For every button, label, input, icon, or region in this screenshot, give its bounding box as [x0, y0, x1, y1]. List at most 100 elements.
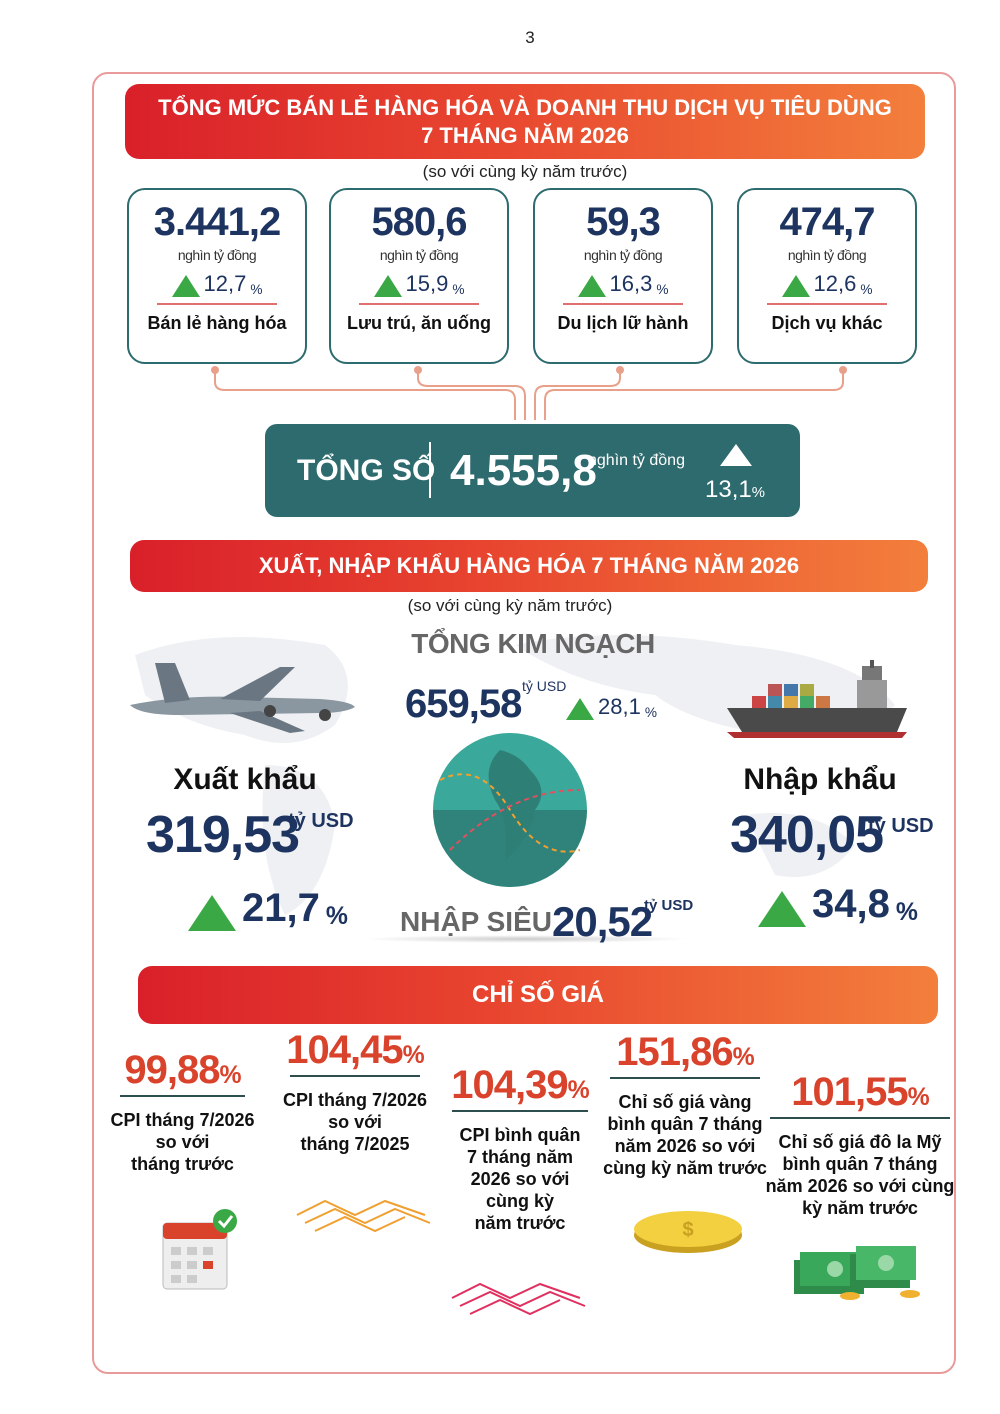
percent: % — [567, 1077, 590, 1104]
label-line: kỳ năm trước — [802, 1198, 918, 1218]
total-change: 13,1% — [705, 476, 765, 504]
label-line: CPI tháng 7/2026 — [110, 1110, 255, 1130]
divider — [290, 1075, 420, 1077]
percent: % — [751, 485, 765, 501]
shadow — [360, 935, 690, 943]
percent: % — [402, 1042, 425, 1069]
export-unit: tỷ USD — [288, 810, 354, 832]
card-change: 15,9% — [331, 271, 507, 297]
up-arrow — [188, 895, 236, 931]
card-unit: nghìn tỷ đồng — [379, 247, 459, 263]
card-label: Lưu trú, ăn uống — [346, 313, 491, 333]
label-line: bình quân 7 tháng — [607, 1114, 763, 1134]
coin-icon: $ — [634, 1211, 742, 1253]
change-value: 21,7 — [242, 886, 320, 930]
up-arrow — [758, 891, 806, 927]
percent: % — [907, 1084, 930, 1111]
price-label: CPI tháng 7/2026 so với tháng 7/2025 — [265, 1089, 445, 1155]
label-line: 2026 so với — [470, 1169, 570, 1189]
import-label: Nhập khẩu — [743, 763, 897, 796]
prices-title: CHỈ SỐ GIÁ — [471, 981, 604, 1008]
card-unit: nghìn tỷ đồng — [177, 247, 257, 263]
percent: % — [895, 899, 918, 926]
price-item: 101,55% Chỉ số giá đô la Mỹ bình quân 7 th… — [745, 1070, 975, 1219]
label-line: bình quân 7 tháng — [782, 1154, 938, 1174]
retail-banner: TỔNG MỨC BÁN LẺ HÀNG HÓA VÀ DOANH THU DỊ… — [125, 84, 925, 159]
retail-title: 7 THÁNG NĂM 2026 — [421, 122, 629, 148]
trade-banner: XUẤT, NHẬP KHẨU HÀNG HÓA 7 THÁNG NĂM 202… — [130, 540, 928, 592]
label-line: tháng 7/2025 — [300, 1134, 410, 1154]
price-value: 104,45% — [265, 1028, 445, 1073]
label-line: Chỉ số giá đô la Mỹ — [778, 1132, 942, 1152]
change-value: 12,7 — [203, 271, 247, 296]
trade-total-label: TỔNG KIM NGẠCH — [411, 628, 655, 659]
card-label: Dịch vụ khác — [771, 313, 883, 333]
calendar-icon — [162, 1209, 237, 1290]
percent: % — [656, 282, 669, 297]
price-label: CPI bình quân 7 tháng năm 2026 so với cùng … — [427, 1124, 613, 1234]
price-item: 151,86% Chỉ số giá vàng bình quân 7 tháng n… — [585, 1030, 785, 1179]
percent: % — [732, 1044, 755, 1071]
price-value: 151,86% — [585, 1030, 785, 1075]
total-unit: nghìn tỷ đồng — [588, 452, 685, 469]
label-line: năm 2026 so với cùng — [765, 1176, 955, 1196]
divider — [359, 303, 479, 305]
label-line: tháng trước — [131, 1154, 234, 1174]
card-value: 59,3 — [586, 200, 661, 244]
percent: % — [452, 282, 465, 297]
change-value: 34,8 — [812, 882, 890, 926]
percent: % — [644, 705, 657, 720]
trade-total-change: 28,1% — [566, 694, 657, 720]
label-line: năm trước — [474, 1213, 566, 1233]
trade-total-unit: tỷ USD — [522, 678, 567, 694]
import-value: 340,05 — [730, 806, 884, 864]
up-arrow — [720, 444, 752, 466]
divider — [452, 1110, 588, 1112]
price-value: 104,39% — [427, 1063, 613, 1108]
price-item: 104,45% CPI tháng 7/2026 so với tháng 7/202… — [265, 1028, 445, 1155]
import-unit: tỷ USD — [868, 815, 934, 837]
divider — [120, 1095, 245, 1097]
card-unit: nghìn tỷ đồng — [583, 247, 663, 263]
card-value: 3.441,2 — [153, 200, 281, 244]
pattern-icon — [451, 1282, 586, 1316]
value: 104,39 — [451, 1063, 568, 1107]
total-value: 4.555,8 — [450, 446, 597, 495]
price-label: CPI tháng 7/2026 so với tháng trước — [95, 1109, 270, 1175]
price-item: 99,88% CPI tháng 7/2026 so với tháng trước — [95, 1048, 270, 1175]
plane — [130, 663, 355, 733]
retail-title: TỔNG MỨC BÁN LẺ HÀNG HÓA VÀ DOANH THU DỊ… — [158, 94, 892, 120]
label-line: so với — [328, 1112, 382, 1132]
value: 151,86 — [616, 1030, 733, 1074]
change-value: 13,1 — [705, 476, 752, 503]
label-line: so với — [155, 1132, 210, 1152]
retail-card: 474,7 nghìn tỷ đồng 12,6% Dịch vụ khác — [737, 188, 917, 364]
total-box: TỔNG SỐ 4.555,8 nghìn tỷ đồng 13,1% — [265, 424, 800, 517]
price-label: Chỉ số giá vàng bình quân 7 tháng năm 2026… — [585, 1091, 785, 1179]
pattern-icon — [296, 1199, 431, 1233]
value: 104,45 — [286, 1028, 403, 1072]
up-arrow — [566, 698, 594, 720]
surplus-value: 20,52 — [552, 898, 653, 945]
import-change: 34,8% — [758, 882, 918, 927]
label-line: CPI tháng 7/2026 — [282, 1090, 428, 1110]
surplus-label: NHẬP SIÊU — [400, 906, 552, 937]
surplus-unit: tỷ USD — [644, 897, 694, 914]
price-value: 99,88% — [95, 1048, 270, 1093]
up-arrow — [577, 275, 606, 297]
ship — [727, 660, 907, 738]
divider — [157, 303, 277, 305]
trade-subtitle: (so với cùng kỳ năm trước) — [407, 596, 613, 615]
card-label: Bán lẻ hàng hóa — [147, 313, 287, 333]
value: 99,88 — [124, 1048, 220, 1092]
change-value: 28,1 — [598, 694, 641, 719]
total-label: TỔNG SỐ — [297, 454, 436, 487]
label-line: 7 tháng năm — [466, 1147, 573, 1167]
svg-text:$: $ — [682, 1219, 693, 1241]
frame — [92, 72, 956, 1374]
trade-title: XUẤT, NHẬP KHẨU HÀNG HÓA 7 THÁNG NĂM 202… — [258, 553, 800, 578]
divider — [563, 303, 683, 305]
divider — [767, 303, 887, 305]
money-icon — [794, 1246, 920, 1300]
